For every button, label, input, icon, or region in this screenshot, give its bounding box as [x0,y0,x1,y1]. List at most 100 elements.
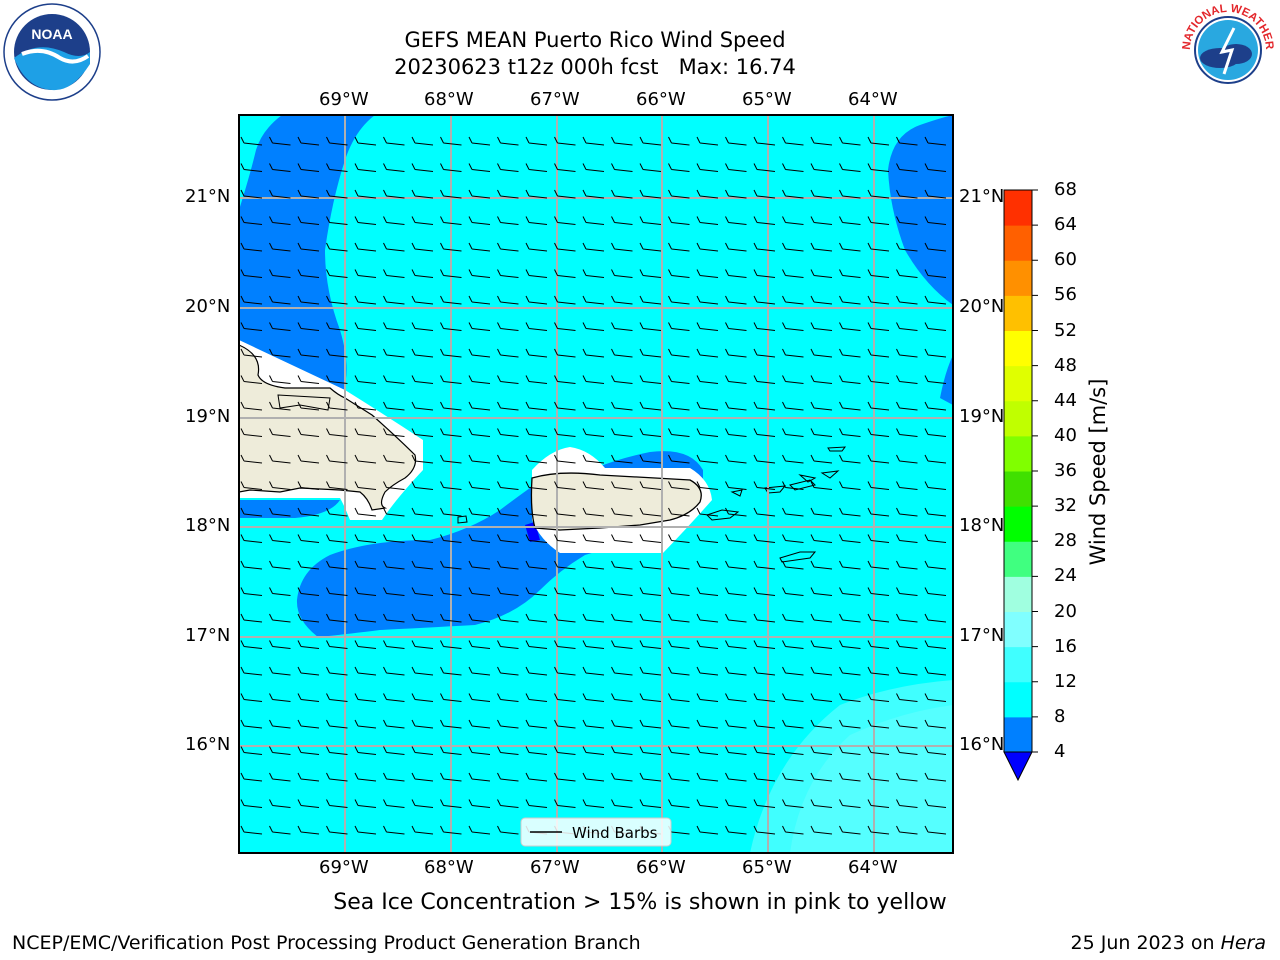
lon-label-bottom: 67°W [530,857,580,878]
wind-barb [354,560,377,570]
tortuga-island [277,394,331,411]
wind-barb [440,216,462,225]
lat-label-left: 21°N [185,186,231,207]
wind-barb [525,534,548,543]
wind-barb [354,587,377,596]
wind-barb [554,189,576,199]
wind-barb [896,666,918,676]
wind-field-4-8-hispaniola [239,500,340,518]
wind-barb [269,136,291,146]
wind-barb [440,560,462,570]
lat-label-right: 16°N [959,734,1005,755]
wind-barb [269,295,291,305]
wind-barb [468,163,491,172]
wind-barb [497,269,519,278]
wind-barb [753,772,776,782]
wind-barb [582,534,605,543]
wind-barb [354,799,377,808]
wind-barb [896,481,918,490]
lat-label-right: 21°N [959,186,1005,207]
wind-barb [525,693,548,702]
wind-barb [867,136,890,146]
wind-barb [582,242,605,252]
wind-barb [582,693,605,702]
wind-barb [782,375,804,384]
wind-barb [497,348,519,358]
lon-label-bottom: 68°W [424,857,474,878]
wind-barb [668,375,690,384]
wind-barb [555,879,576,887]
wind-barb [354,269,377,278]
wind-barb [725,719,747,729]
wind-barb [525,587,548,596]
wind-barb [240,507,263,517]
wind-barb [867,322,890,331]
wind-barb [753,295,776,305]
wind-barb [411,163,434,172]
wind-barb [611,640,633,649]
wind-barb [554,746,576,755]
wind-barb [924,560,947,570]
footer-right: 25 Jun 2023 on Hera [1071,932,1266,954]
wind-barb [924,534,947,543]
wind-barb [383,825,405,835]
wind-barb [240,295,263,305]
lat-label-left: 19°N [185,406,231,427]
wind-barb [269,163,291,172]
wind-barb [468,348,491,358]
wind-barb [497,163,519,172]
wind-barb [782,216,804,225]
wind-barb [611,772,633,782]
wind-barb [696,163,719,172]
wind-barb [582,640,605,649]
wind-barb [269,693,291,702]
wind-barb [696,666,719,676]
wind-barb [753,799,776,808]
wind-barb [810,719,833,729]
wind-barb [782,163,804,172]
colorbar-segment [1004,330,1032,367]
wind-barb [725,799,747,808]
wind-barb [582,772,605,782]
wind-barb [354,295,377,305]
wind-barb [468,693,491,702]
wind-barb [696,640,719,649]
lon-label-bottom: 64°W [848,857,898,878]
wind-barb [639,401,662,411]
wind-barb [696,719,719,729]
wind-barb [896,163,918,172]
wind-barb [383,454,405,464]
wind-barb [440,613,462,623]
wind-barb [725,481,747,490]
wind-barb [354,534,377,543]
wind-barb [639,560,662,570]
wind-barb [810,348,833,358]
colorbar-tick-label: 60 [1054,249,1077,271]
colorbar-tick-label: 16 [1054,635,1077,657]
wind-barb [782,693,804,702]
wind-barb [411,587,434,596]
wind-barb [896,587,918,596]
wind-barb [753,322,776,331]
lat-label-left: 20°N [185,296,231,317]
wind-barb [411,825,434,835]
wind-barb [468,613,491,623]
wind-barb [896,507,918,517]
map-legend: Wind Barbs [520,817,672,847]
wind-barb [297,189,320,199]
wind-barb [383,640,405,649]
lat-label-right: 18°N [959,515,1005,536]
wind-barb [240,825,263,835]
wind-barb [668,534,690,543]
wind-barb [383,322,405,331]
wind-barb [639,295,662,305]
wind-barb [782,799,804,808]
wind-barb [440,534,462,543]
wind-barbs [240,136,947,887]
wind-barb [582,189,605,199]
wind-barb [269,746,291,755]
colorbar-tick-label: 44 [1054,389,1077,411]
wind-barb [297,534,320,543]
wind-barb [326,216,348,225]
